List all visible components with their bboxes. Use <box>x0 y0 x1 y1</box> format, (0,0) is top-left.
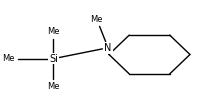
Text: Me: Me <box>90 15 103 24</box>
Text: Me: Me <box>47 27 60 36</box>
Text: Me: Me <box>47 82 60 91</box>
Text: N: N <box>104 43 112 53</box>
Text: Si: Si <box>49 54 58 64</box>
Text: Me: Me <box>2 54 15 63</box>
